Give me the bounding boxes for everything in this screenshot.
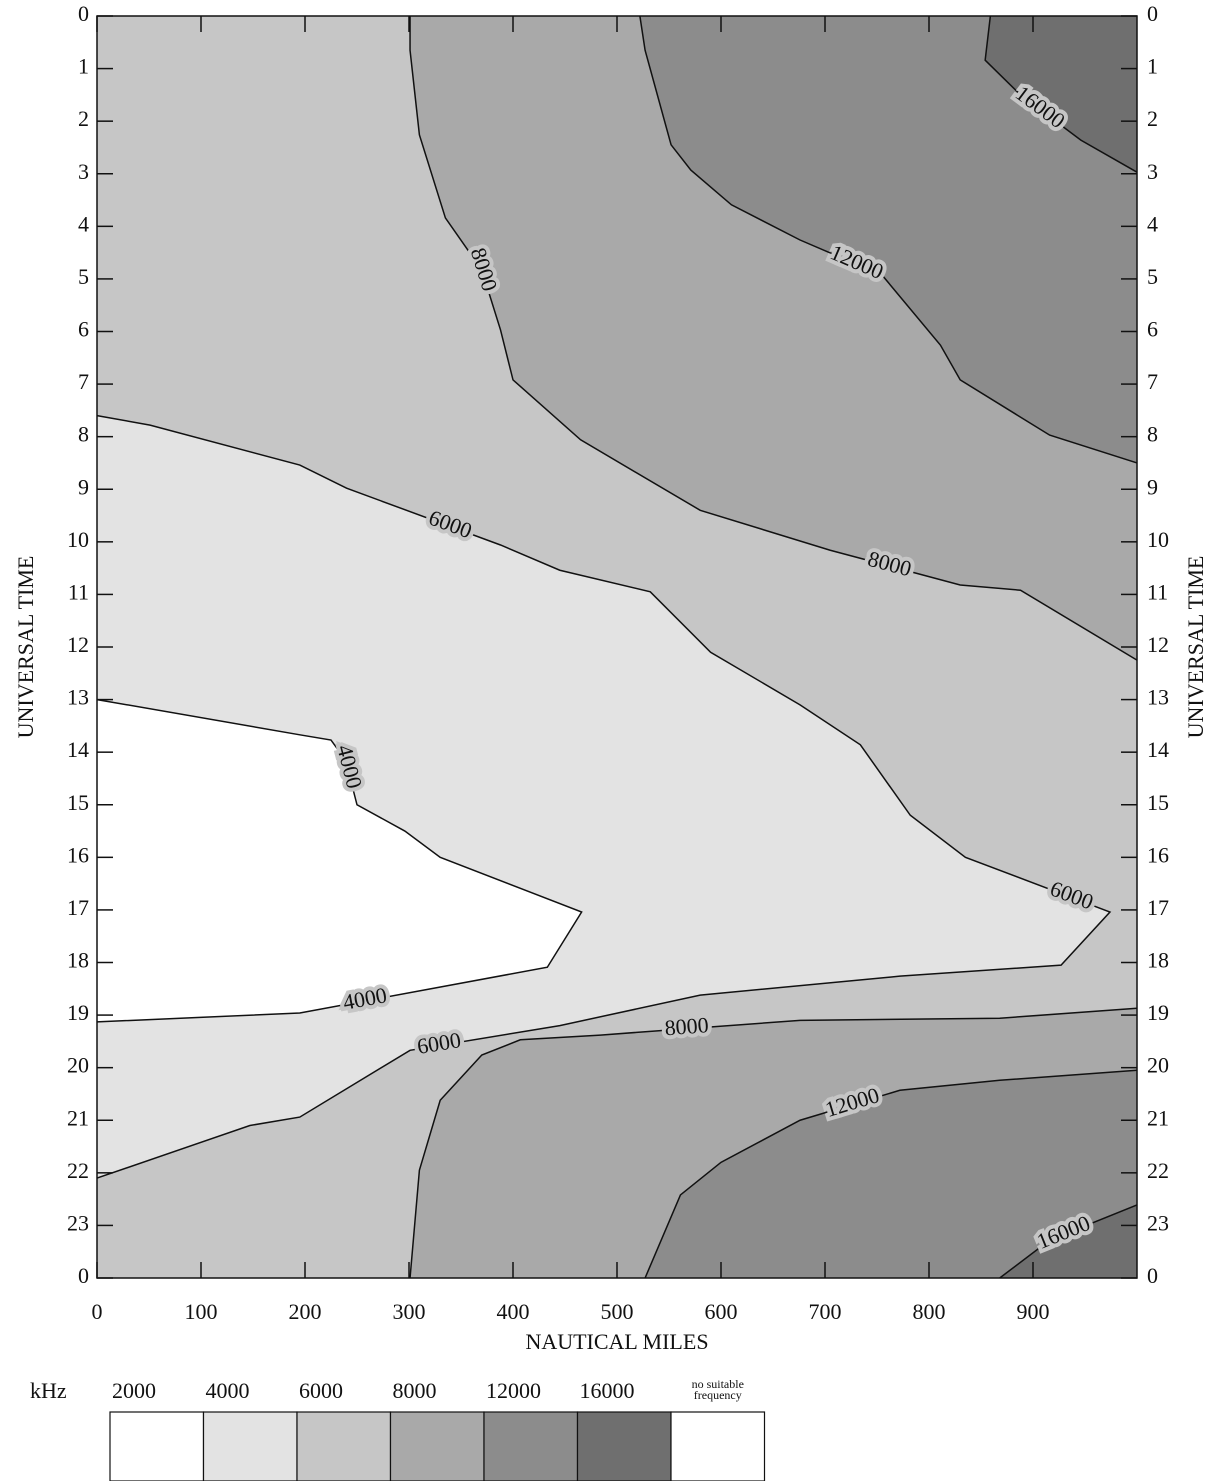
y-tick-label-right: 18: [1147, 948, 1169, 973]
y-tick-label-right: 11: [1147, 579, 1168, 604]
y-tick-label: 6: [78, 317, 89, 342]
y-tick-label: 9: [78, 474, 89, 499]
y-tick-label-right: 8: [1147, 422, 1158, 447]
legend-label: 4000: [206, 1378, 250, 1403]
y-tick-label: 0: [78, 1, 89, 26]
x-tick-label: 200: [289, 1299, 322, 1324]
y-tick-label-right: 0: [1147, 1263, 1158, 1288]
legend-swatch: [389, 1411, 485, 1481]
x-tick-label: 100: [185, 1299, 218, 1324]
y-tick-label-right: 23: [1147, 1210, 1169, 1235]
legend-label: 12000: [486, 1378, 541, 1403]
y-tick-label: 15: [67, 790, 89, 815]
contour-line: [984, 15, 1138, 173]
legend-label: 6000: [299, 1378, 343, 1403]
x-axis-label: NAUTICAL MILES: [525, 1329, 708, 1354]
y-tick-label: 5: [78, 264, 89, 289]
contour-line: [639, 15, 1138, 464]
y-tick-label: 21: [67, 1105, 89, 1130]
contour-line: [409, 1007, 1138, 1279]
y-tick-label: 23: [67, 1210, 89, 1235]
y-tick-label-right: 9: [1147, 474, 1158, 499]
y-tick-label-right: 7: [1147, 369, 1158, 394]
y-tick-label-right: 13: [1147, 685, 1169, 710]
y-tick-label-right: 19: [1147, 1000, 1169, 1025]
contour-line: [96, 414, 1112, 1179]
legend-swatch: [202, 1411, 298, 1481]
legend-label: 16000: [580, 1378, 635, 1403]
contour-region: [999, 1204, 1137, 1278]
y-tick-label-right: 21: [1147, 1105, 1169, 1130]
legend-swatch: [576, 1411, 672, 1481]
x-tick-label: 900: [1017, 1299, 1050, 1324]
x-tick-label: 0: [92, 1299, 103, 1324]
y-tick-label-right: 17: [1147, 895, 1169, 920]
x-tick-label: 800: [913, 1299, 946, 1324]
y-tick-label: 16: [67, 842, 89, 867]
legend-swatch-note: [670, 1411, 766, 1481]
y-tick-label: 19: [67, 1000, 89, 1025]
y-tick-label: 3: [78, 159, 89, 184]
y-tick-label-right: 5: [1147, 264, 1158, 289]
y-tick-label: 8: [78, 422, 89, 447]
y-tick-label-right: 3: [1147, 159, 1158, 184]
contour-line: [96, 698, 583, 1023]
y-tick-label: 18: [67, 948, 89, 973]
x-tick-label: 600: [705, 1299, 738, 1324]
contour-region: [985, 16, 1137, 173]
x-tick-label: 700: [809, 1299, 842, 1324]
y-tick-label: 20: [67, 1053, 89, 1078]
y-tick-label-right: 0: [1147, 1, 1158, 26]
contour-label: 8000: [664, 1012, 710, 1040]
contour-line: [999, 1204, 1138, 1279]
y-tick-label-right: 12: [1147, 632, 1169, 657]
y-tick-label: 0: [78, 1263, 89, 1288]
y-tick-label: 2: [78, 106, 89, 131]
x-tick-label: 400: [497, 1299, 530, 1324]
y-tick-label-right: 20: [1147, 1053, 1169, 1078]
plot-area: 6000600060004000400080008000120001600080…: [96, 15, 1138, 1279]
y-tick-label-right: 15: [1147, 790, 1169, 815]
contour-region: [639, 16, 1137, 463]
legend-swatch: [483, 1411, 579, 1481]
x-tick-label: 500: [601, 1299, 634, 1324]
legend-swatch: [296, 1411, 392, 1481]
y-tick-label: 17: [67, 895, 89, 920]
legend-label: 8000: [393, 1378, 437, 1403]
y-tick-label: 7: [78, 369, 89, 394]
y-tick-label: 13: [67, 685, 89, 710]
contour-region: [97, 699, 582, 1022]
legend-note: no suitable: [692, 1377, 744, 1391]
legend-label: 2000: [112, 1378, 156, 1403]
legend-swatch: [109, 1411, 205, 1481]
y-tick-label: 14: [67, 737, 89, 762]
y-axis-label: UNIVERSAL TIME: [13, 556, 38, 739]
y-tick-label: 4: [78, 211, 89, 236]
contour-line: [644, 1069, 1138, 1279]
y-tick-label-right: 16: [1147, 842, 1169, 867]
legend-unit: kHz: [30, 1378, 67, 1403]
y-tick-label: 12: [67, 632, 89, 657]
y-tick-label-right: 4: [1147, 211, 1158, 236]
y-tick-label: 22: [67, 1158, 89, 1183]
y-tick-label-right: 1: [1147, 54, 1158, 79]
y-tick-label-right: 10: [1147, 527, 1169, 552]
y-tick-label-right: 14: [1147, 737, 1169, 762]
y-tick-label: 11: [68, 579, 89, 604]
legend-note: frequency: [694, 1388, 742, 1402]
y-tick-label-right: 22: [1147, 1158, 1169, 1183]
y-axis-label-right: UNIVERSAL TIME: [1183, 556, 1208, 739]
contour-region: [645, 1070, 1137, 1278]
y-tick-label-right: 2: [1147, 106, 1158, 131]
y-tick-label: 1: [78, 54, 89, 79]
x-tick-label: 300: [393, 1299, 426, 1324]
y-tick-label: 10: [67, 527, 89, 552]
contour-line: [409, 16, 1138, 661]
y-tick-label-right: 6: [1147, 317, 1158, 342]
